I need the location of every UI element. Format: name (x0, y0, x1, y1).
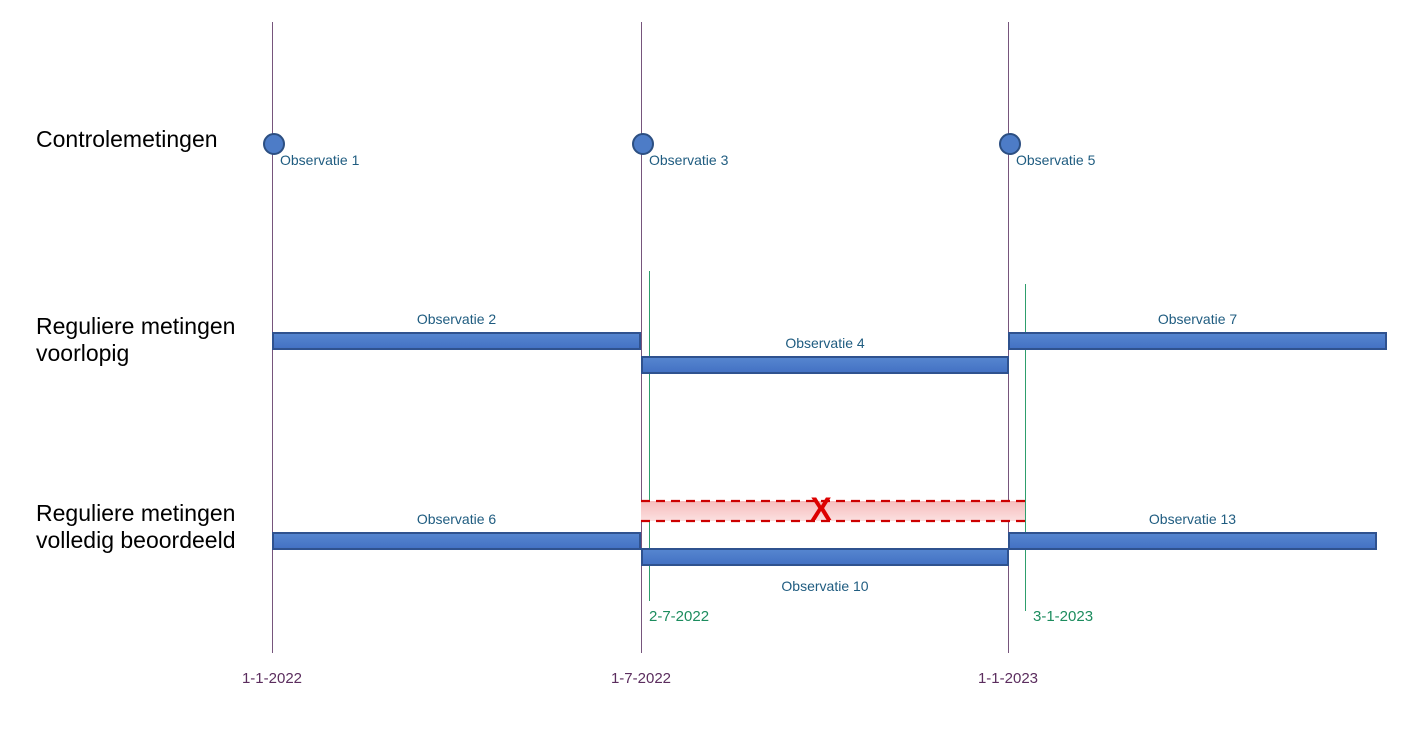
svg-text:X: X (810, 493, 832, 527)
